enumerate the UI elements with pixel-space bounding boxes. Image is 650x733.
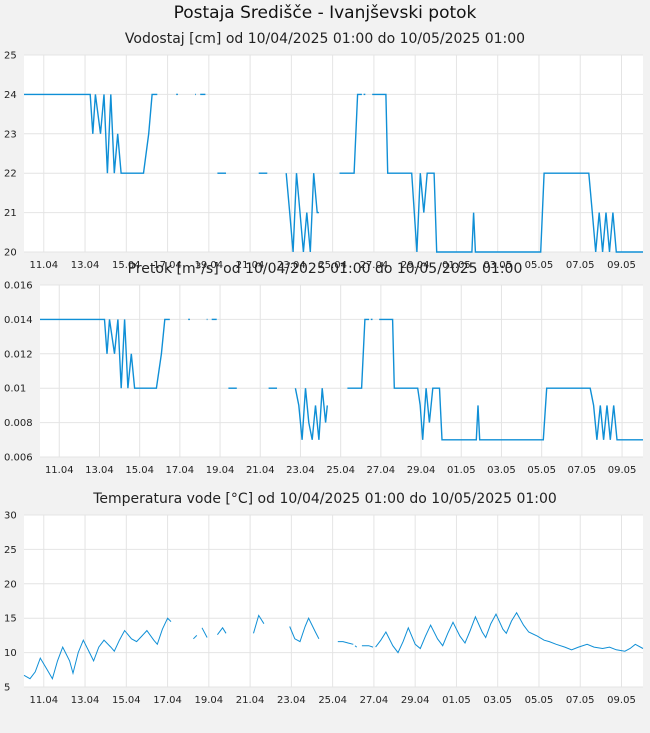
x-tick-label: 27.04 — [360, 260, 389, 271]
y-tick-label: 0.014 — [4, 315, 33, 326]
y-tick-label: 20 — [4, 248, 17, 259]
x-tick-label: 07.05 — [566, 260, 595, 271]
x-tick-label: 23.04 — [277, 260, 306, 271]
series-line-segment — [285, 173, 319, 253]
y-tick-label: 0.016 — [4, 281, 33, 292]
series-line-segment — [339, 93, 362, 174]
series-line-segment — [372, 93, 643, 253]
y-tick-label: 21 — [4, 208, 17, 219]
x-tick-label: 11.04 — [45, 465, 74, 476]
x-tick-label: 09.05 — [607, 695, 636, 706]
y-tick-label: 10 — [4, 648, 17, 659]
y-tick-label: 5 — [4, 683, 10, 694]
x-tick-label: 11.04 — [29, 695, 58, 706]
water-level-chart-title: Vodostaj [cm] od 10/04/2025 01:00 do 10/… — [124, 31, 526, 47]
series-line-segment — [375, 611, 644, 654]
x-tick-label: 15.04 — [112, 695, 141, 706]
x-tick-label: 13.04 — [85, 465, 114, 476]
series-line-segment — [361, 645, 374, 648]
x-tick-label: 27.04 — [367, 465, 396, 476]
x-tick-label: 05.05 — [525, 260, 554, 271]
temperature-chart-title: Temperatura vode [°C] od 10/04/2025 01:0… — [93, 491, 557, 507]
y-tick-label: 20 — [4, 579, 17, 590]
series-line-segment — [337, 641, 354, 645]
y-tick-label: 15 — [4, 614, 17, 625]
x-tick-label: 13.04 — [71, 695, 100, 706]
x-tick-label: 21.04 — [236, 695, 265, 706]
plot-area — [40, 285, 643, 457]
x-tick-label: 19.04 — [195, 260, 224, 271]
x-tick-label: 21.04 — [236, 260, 265, 271]
series-line-segment — [201, 627, 208, 638]
series-line-segment — [40, 318, 170, 389]
x-tick-label: 03.05 — [483, 695, 512, 706]
x-tick-label: 11.04 — [29, 260, 58, 271]
water-level-plot: 20 21 22 23 24 25 11.04 13.04 15.04 17.04 19.04 21.… — [4, 51, 643, 271]
series-line-segment — [347, 318, 370, 389]
y-tick-label: 22 — [4, 169, 17, 180]
series-line-segment — [24, 93, 158, 174]
page-title: Postaja Središče - Ivanjševski potok — [173, 3, 477, 23]
x-tick-label: 07.05 — [566, 695, 595, 706]
x-tick-label: 15.04 — [125, 465, 154, 476]
x-tick-label: 25.04 — [318, 260, 347, 271]
x-tick-label: 05.05 — [527, 465, 556, 476]
x-tick-label: 09.05 — [607, 260, 636, 271]
x-tick-label: 01.05 — [442, 695, 471, 706]
x-tick-label: 23.04 — [286, 465, 315, 476]
x-tick-label: 25.04 — [318, 695, 347, 706]
y-tick-label: 24 — [4, 90, 17, 101]
x-tick-label: 05.05 — [525, 695, 554, 706]
y-tick-label: 0.012 — [4, 349, 33, 360]
x-tick-label: 01.05 — [442, 260, 471, 271]
series-line-segment — [289, 616, 320, 643]
x-tick-label: 15.04 — [112, 260, 141, 271]
x-tick-label: 07.05 — [568, 465, 597, 476]
y-tick-label: 30 — [4, 511, 17, 522]
x-tick-label: 27.04 — [360, 695, 389, 706]
temperature-plot: 5 10 15 20 25 30 11.04 13.04 15.04 17.04 19.04 21.0… — [4, 511, 644, 706]
series-line-segment — [193, 635, 198, 640]
y-tick-label: 0.01 — [4, 384, 26, 395]
flow-chart-title: Pretok [m³/s] od 10/04/2025 01:00 do 10/… — [127, 261, 523, 277]
x-tick-label: 25.04 — [326, 465, 355, 476]
x-tick-label: 29.04 — [401, 695, 430, 706]
x-tick-label: 03.05 — [487, 465, 516, 476]
x-tick-label: 09.05 — [608, 465, 637, 476]
plot-area — [24, 515, 643, 687]
series-line-segment — [379, 318, 643, 441]
series-line-segment — [253, 614, 265, 634]
y-tick-label: 25 — [4, 545, 17, 556]
series-line-segment — [217, 626, 227, 636]
x-tick-label: 01.05 — [447, 465, 476, 476]
x-tick-label: 17.04 — [153, 695, 182, 706]
x-tick-label: 23.04 — [277, 695, 306, 706]
plot-area — [24, 55, 643, 252]
x-tick-label: 19.04 — [195, 695, 224, 706]
x-tick-label: 21.04 — [246, 465, 275, 476]
x-tick-label: 17.04 — [153, 260, 182, 271]
y-tick-label: 0.006 — [4, 453, 33, 464]
x-tick-label: 17.04 — [166, 465, 195, 476]
y-tick-label: 0.008 — [4, 418, 33, 429]
x-tick-label: 13.04 — [71, 260, 100, 271]
x-tick-label: 29.04 — [401, 260, 430, 271]
series-line-segment — [23, 617, 172, 680]
y-tick-label: 25 — [4, 51, 17, 62]
x-tick-label: 19.04 — [206, 465, 235, 476]
flow-plot: 0.006 0.008 0.01 0.012 0.014 0.016 11.04 13.04 1… — [4, 281, 643, 476]
x-tick-label: 03.05 — [483, 260, 512, 271]
series-line-segment — [354, 645, 358, 648]
series-line-segment — [294, 388, 328, 440]
x-tick-label: 29.04 — [407, 465, 436, 476]
y-tick-label: 23 — [4, 129, 17, 140]
